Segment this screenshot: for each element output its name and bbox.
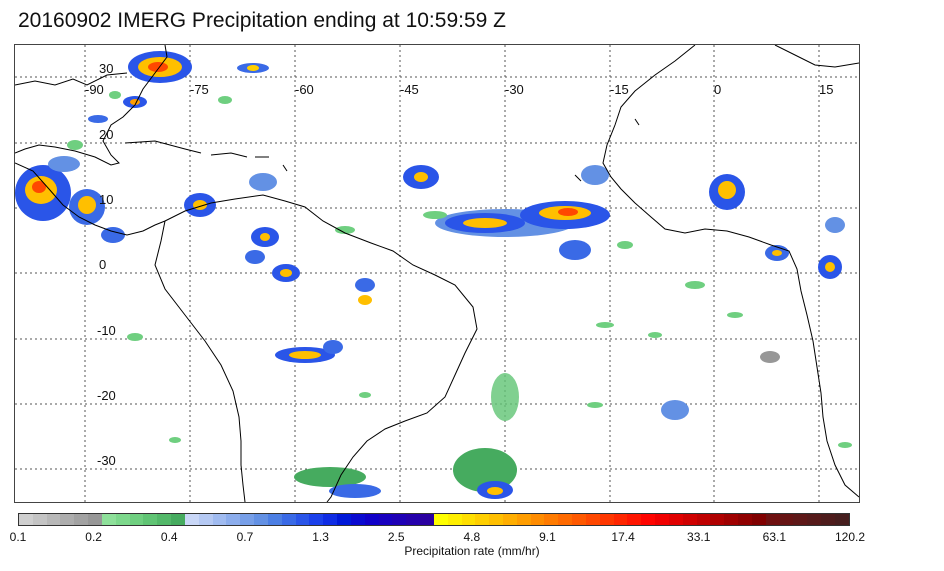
- colorbar-cell: [738, 514, 752, 525]
- colorbar-cell: [807, 514, 822, 525]
- colorbar-cell: [530, 514, 545, 525]
- colorbar-cell: [88, 514, 102, 525]
- colorbar-cell: [641, 514, 656, 525]
- lat-label: -10: [97, 323, 116, 338]
- colorbar-tick-label: 0.2: [85, 530, 102, 544]
- colorbar-cell: [572, 514, 586, 525]
- colorbar-cell: [60, 514, 75, 525]
- colorbar-cell: [433, 514, 448, 525]
- colorbar-cell: [32, 514, 47, 525]
- colorbar-cell: [101, 514, 116, 525]
- colorbar-cell: [668, 514, 683, 525]
- precipitation-map: -90 -75 -60 -45 -30 -15 0 15 30 20 10 0 -10 -20 -30: [14, 44, 860, 503]
- colorbar-tick-label: 120.2: [834, 530, 866, 544]
- colorbar-cell: [613, 514, 628, 525]
- colorbar-tick-label: 63.1: [762, 530, 787, 544]
- colorbar-cell: [364, 514, 379, 525]
- colorbar-tick-label: 0.7: [236, 530, 254, 544]
- colorbar-units-label: Precipitation rate (mm/hr): [404, 544, 540, 558]
- colorbar-cell: [475, 514, 490, 525]
- colorbar-cell: [157, 514, 172, 525]
- longitude-labels: -90 -75 -60 -45 -30 -15 0 15: [85, 82, 833, 97]
- colorbar-cell: [281, 514, 296, 525]
- colorbar-cell: [516, 514, 531, 525]
- colorbar-cell: [585, 514, 600, 525]
- colorbar-cell: [226, 514, 241, 525]
- lat-label: 20: [99, 127, 113, 142]
- colorbar-cell: [544, 514, 559, 525]
- lon-label: -75: [190, 82, 209, 97]
- lat-label: 30: [99, 61, 113, 76]
- colorbar-cell: [254, 514, 268, 525]
- colorbar-cell: [212, 514, 227, 525]
- colorbar-tick-label: 17.4: [611, 530, 635, 544]
- colorbar-cell: [392, 514, 407, 525]
- colorbar-tick-label: 0.4: [160, 530, 178, 544]
- colorbar-cell: [724, 514, 739, 525]
- latitude-labels: 30 20 10 0 -10 -20 -30: [97, 61, 116, 468]
- colorbar-cell: [682, 514, 697, 525]
- colorbar-cell: [337, 514, 351, 525]
- colorbar-cell: [793, 514, 808, 525]
- colorbar-cell: [447, 514, 462, 525]
- colorbar-cell: [710, 514, 725, 525]
- precipitation-field: [15, 51, 852, 499]
- colorbar-cell: [295, 514, 310, 525]
- lon-label: -45: [400, 82, 419, 97]
- colorbar-cell: [599, 514, 614, 525]
- lon-label: 0: [714, 82, 721, 97]
- lon-label: -15: [610, 82, 629, 97]
- colorbar-cell: [323, 514, 338, 525]
- colorbar-cell: [19, 514, 33, 525]
- colorbar-cell: [406, 514, 421, 525]
- lon-label: -60: [295, 82, 314, 97]
- colorbar-cell: [143, 514, 158, 525]
- colorbar-cell: [558, 514, 573, 525]
- lat-label: 10: [99, 192, 113, 207]
- colorbar-cell: [655, 514, 669, 525]
- colorbar-cell: [834, 514, 849, 525]
- map-title: 20160902 IMERG Precipitation ending at 1…: [18, 9, 506, 32]
- lon-label: 15: [819, 82, 833, 97]
- lon-label: -30: [505, 82, 524, 97]
- colorbar-tick-label: 0.1: [9, 530, 27, 544]
- lon-label: -90: [85, 82, 104, 97]
- colorbar-cell: [765, 514, 780, 525]
- colorbar-cell: [74, 514, 89, 525]
- colorbar-cell: [502, 514, 517, 525]
- lat-label: -30: [97, 453, 116, 468]
- colorbar-cell: [350, 514, 365, 525]
- colorbar-cell: [267, 514, 282, 525]
- colorbar-cell: [198, 514, 213, 525]
- colorbar-cell: [751, 514, 766, 525]
- colorbar-cell: [489, 514, 503, 525]
- colorbar-cell: [696, 514, 711, 525]
- colorbar-cell: [627, 514, 642, 525]
- colorbar-cell: [115, 514, 130, 525]
- colorbar-tick-label: 4.8: [463, 530, 481, 544]
- colorbar-cell: [46, 514, 61, 525]
- colorbar-cell: [821, 514, 835, 525]
- colorbar-tick-label: 1.3: [312, 530, 329, 544]
- colorbar-cell: [461, 514, 476, 525]
- colorbar-cell: [779, 514, 794, 525]
- lat-label: 0: [99, 257, 106, 272]
- colorbar-tick-label: 33.1: [687, 530, 711, 544]
- colorbar: [18, 513, 850, 526]
- colorbar-cell: [240, 514, 255, 525]
- colorbar-tick-label: 2.5: [387, 530, 405, 544]
- lat-label: -20: [97, 388, 116, 403]
- colorbar-cell: [171, 514, 185, 525]
- colorbar-cell: [378, 514, 393, 525]
- gridlines: [15, 45, 859, 502]
- coastlines: [15, 45, 859, 502]
- colorbar-cell: [129, 514, 144, 525]
- colorbar-cell: [309, 514, 324, 525]
- colorbar-cell: [420, 514, 434, 525]
- colorbar-cell: [184, 514, 199, 525]
- colorbar-tick-label: 9.1: [539, 530, 556, 544]
